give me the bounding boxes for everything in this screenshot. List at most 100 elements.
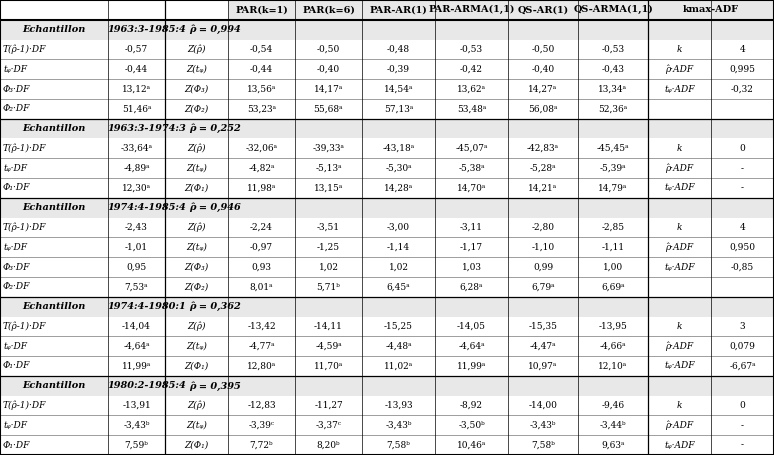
Text: 7,58ᵇ: 7,58ᵇ <box>531 440 555 450</box>
Text: -13,42: -13,42 <box>247 322 276 331</box>
Text: -3,39ᶜ: -3,39ᶜ <box>248 421 275 430</box>
Text: 11,02ᵃ: 11,02ᵃ <box>384 361 413 370</box>
Text: -3,50ᵇ: -3,50ᵇ <box>458 421 485 430</box>
Text: -5,13ᵃ: -5,13ᵃ <box>315 164 342 172</box>
Text: 14,21ᵃ: 14,21ᵃ <box>529 183 557 192</box>
Text: Z(tᵩ): Z(tᵩ) <box>186 65 207 74</box>
Text: k: k <box>676 144 682 153</box>
Text: -0,97: -0,97 <box>250 243 273 252</box>
Text: -0,48: -0,48 <box>387 45 410 54</box>
Text: ρ̂·ADF: ρ̂·ADF <box>666 420 694 430</box>
Text: T(ρ̂-1)·DF: T(ρ̂-1)·DF <box>3 144 46 153</box>
Text: 14,54ᵃ: 14,54ᵃ <box>384 85 413 94</box>
Text: -0,40: -0,40 <box>317 65 340 74</box>
Text: -0,32: -0,32 <box>731 85 754 94</box>
Text: -8,92: -8,92 <box>460 401 483 410</box>
Text: -4,89ᵃ: -4,89ᵃ <box>123 164 150 172</box>
Text: -6,67ᵃ: -6,67ᵃ <box>729 361 756 370</box>
Text: -2,80: -2,80 <box>532 223 554 232</box>
Text: 14,79ᵃ: 14,79ᵃ <box>598 183 628 192</box>
Text: tᵩ·ADF: tᵩ·ADF <box>664 183 695 192</box>
Text: Φ₁·DF: Φ₁·DF <box>3 361 30 370</box>
Text: PAR(k=1): PAR(k=1) <box>235 5 288 15</box>
Text: Z(Φ₁): Z(Φ₁) <box>184 183 209 192</box>
Text: 7,59ᵇ: 7,59ᵇ <box>125 440 149 450</box>
Text: Echantillon: Echantillon <box>22 381 86 390</box>
Text: 7,72ᵇ: 7,72ᵇ <box>250 440 273 450</box>
Text: -3,43ᵇ: -3,43ᵇ <box>385 421 412 430</box>
Text: -5,39ᵃ: -5,39ᵃ <box>600 164 626 172</box>
Text: -5,30ᵃ: -5,30ᵃ <box>385 164 412 172</box>
Text: 57,13ᵃ: 57,13ᵃ <box>384 104 413 113</box>
Text: Z(ρ̂): Z(ρ̂) <box>187 144 206 153</box>
Text: -14,05: -14,05 <box>457 322 486 331</box>
Text: -3,37ᶜ: -3,37ᶜ <box>316 421 341 430</box>
Text: 10,46ᵃ: 10,46ᵃ <box>457 440 486 450</box>
Text: tᵩ·ADF: tᵩ·ADF <box>664 440 695 450</box>
Text: -42,83ᵃ: -42,83ᵃ <box>527 144 559 153</box>
Text: 12,30ᵃ: 12,30ᵃ <box>122 183 151 192</box>
Text: 6,69ᵃ: 6,69ᵃ <box>601 283 625 291</box>
Bar <box>0 198 774 217</box>
Text: Z(tᵩ): Z(tᵩ) <box>186 243 207 252</box>
Text: 1963:3-1985:4: 1963:3-1985:4 <box>107 25 186 34</box>
Text: -11,27: -11,27 <box>314 401 343 410</box>
Bar <box>0 297 774 317</box>
Text: -1,25: -1,25 <box>317 243 340 252</box>
Text: tᵩ·ADF: tᵩ·ADF <box>664 85 695 94</box>
Text: Z(ρ̂): Z(ρ̂) <box>187 322 206 331</box>
Bar <box>0 119 774 138</box>
Text: -45,45ᵃ: -45,45ᵃ <box>597 144 629 153</box>
Text: -0,50: -0,50 <box>532 45 555 54</box>
Text: -0,43: -0,43 <box>601 65 625 74</box>
Text: 4: 4 <box>740 45 745 54</box>
Text: -2,24: -2,24 <box>250 223 273 232</box>
Text: 8,20ᵇ: 8,20ᵇ <box>317 440 341 450</box>
Text: tᵩ·DF: tᵩ·DF <box>3 243 27 252</box>
Text: -3,43ᵇ: -3,43ᵇ <box>529 421 557 430</box>
Text: 6,45ᵃ: 6,45ᵃ <box>387 283 410 291</box>
Text: -1,10: -1,10 <box>532 243 554 252</box>
Text: Z(Φ₂): Z(Φ₂) <box>184 283 209 291</box>
Text: 7,58ᵇ: 7,58ᵇ <box>386 440 410 450</box>
Text: -5,28ᵃ: -5,28ᵃ <box>529 164 557 172</box>
Text: 1,03: 1,03 <box>461 263 481 272</box>
Text: T(ρ̂-1)·DF: T(ρ̂-1)·DF <box>3 223 46 232</box>
Text: -12,83: -12,83 <box>247 401 276 410</box>
Text: -45,07ᵃ: -45,07ᵃ <box>455 144 488 153</box>
Text: -4,64ᵃ: -4,64ᵃ <box>123 342 150 351</box>
Text: -4,82ᵃ: -4,82ᵃ <box>248 164 275 172</box>
Text: -39,33ᵃ: -39,33ᵃ <box>313 144 344 153</box>
Text: 53,48ᵃ: 53,48ᵃ <box>457 104 486 113</box>
Text: 6,28ᵃ: 6,28ᵃ <box>460 283 483 291</box>
Text: tᵩ·DF: tᵩ·DF <box>3 164 27 172</box>
Text: -13,91: -13,91 <box>122 401 151 410</box>
Text: 1,02: 1,02 <box>318 263 338 272</box>
Text: -4,59ᵃ: -4,59ᵃ <box>315 342 342 351</box>
Text: -14,00: -14,00 <box>529 401 557 410</box>
Text: -4,47ᵃ: -4,47ᵃ <box>529 342 557 351</box>
Text: 13,34ᵃ: 13,34ᵃ <box>598 85 628 94</box>
Text: -: - <box>741 440 744 450</box>
Text: Z(tᵩ): Z(tᵩ) <box>186 164 207 172</box>
Bar <box>228 0 774 20</box>
Text: Z(ρ̂): Z(ρ̂) <box>187 45 206 54</box>
Text: 13,12ᵃ: 13,12ᵃ <box>122 85 151 94</box>
Text: -32,06ᵃ: -32,06ᵃ <box>245 144 278 153</box>
Text: -0,39: -0,39 <box>387 65 410 74</box>
Text: -4,77ᵃ: -4,77ᵃ <box>248 342 275 351</box>
Text: -4,48ᵃ: -4,48ᵃ <box>385 342 412 351</box>
Text: -0,53: -0,53 <box>460 45 483 54</box>
Text: ρ̂ = 0,252: ρ̂ = 0,252 <box>189 124 241 133</box>
Text: 0,95: 0,95 <box>126 263 146 272</box>
Text: tᵩ·DF: tᵩ·DF <box>3 65 27 74</box>
Text: 51,46ᵃ: 51,46ᵃ <box>122 104 151 113</box>
Text: 13,15ᵃ: 13,15ᵃ <box>313 183 343 192</box>
Text: tᵩ·DF: tᵩ·DF <box>3 421 27 430</box>
Text: ρ̂·ADF: ρ̂·ADF <box>666 243 694 252</box>
Text: 5,71ᵇ: 5,71ᵇ <box>317 283 341 291</box>
Text: -15,25: -15,25 <box>384 322 413 331</box>
Text: Φ₂·DF: Φ₂·DF <box>3 283 30 291</box>
Text: -9,46: -9,46 <box>601 401 625 410</box>
Text: 0,079: 0,079 <box>730 342 755 351</box>
